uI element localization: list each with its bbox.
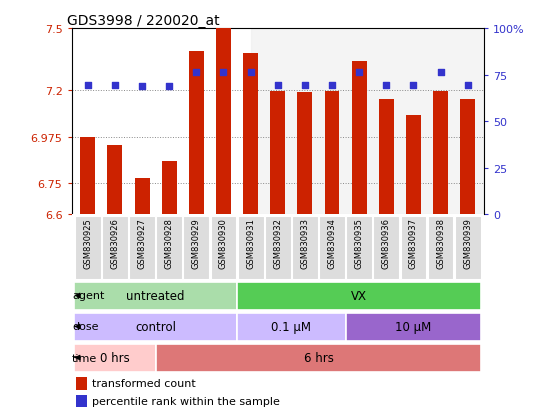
Text: time: time [72,353,97,363]
Bar [400,216,426,280]
Bar [135,179,150,215]
Bar [74,344,156,372]
Point [165,83,174,90]
Text: GSM830932: GSM830932 [273,217,282,268]
Bar [373,216,399,280]
Text: untreated: untreated [126,289,185,302]
Bar [455,216,481,280]
Point [192,70,201,76]
Text: GSM830936: GSM830936 [382,217,391,268]
Bar [298,93,312,215]
Bar [76,377,87,389]
Bar [324,92,339,215]
Point [273,83,282,89]
Text: agent: agent [72,291,104,301]
Point [84,83,92,89]
Point [463,83,472,89]
Bar [216,29,231,215]
Bar [345,313,481,341]
Text: GSM830929: GSM830929 [192,217,201,268]
Bar [319,216,345,280]
Point [246,70,255,76]
Bar [237,313,345,341]
Bar [189,52,204,215]
Text: GSM830930: GSM830930 [219,217,228,268]
Bar [237,282,481,310]
Text: 0.1 μM: 0.1 μM [271,320,311,333]
Text: GSM830926: GSM830926 [111,217,119,268]
Point [382,83,390,89]
Text: 10 μM: 10 μM [395,320,432,333]
Bar [211,216,236,280]
Text: GDS3998 / 220020_at: GDS3998 / 220020_at [67,14,220,28]
Point [138,83,146,90]
Text: GSM830927: GSM830927 [138,217,146,268]
Bar [129,216,155,280]
Point [111,83,119,89]
Bar [428,216,453,280]
Text: VX: VX [351,289,367,302]
Bar [75,216,101,280]
Bar [156,344,481,372]
Bar [162,162,177,215]
Text: transformed count: transformed count [92,378,196,388]
Text: GSM830931: GSM830931 [246,217,255,268]
Text: GSM830937: GSM830937 [409,217,418,268]
Bar [251,29,484,215]
Point [355,70,364,76]
Text: control: control [135,320,176,333]
Bar [238,216,263,280]
Bar [102,216,128,280]
Text: dose: dose [72,322,98,332]
Bar [270,92,285,215]
Text: GSM830934: GSM830934 [328,217,337,268]
Text: GSM830938: GSM830938 [436,217,445,268]
Text: 0 hrs: 0 hrs [100,351,130,364]
Bar [433,92,448,215]
Point [300,83,309,89]
Bar [406,116,421,215]
Bar [243,54,258,215]
Bar [379,100,394,215]
Bar [292,216,318,280]
Bar [74,313,237,341]
Bar [107,146,123,215]
Point [328,83,337,89]
Bar [76,395,87,407]
Text: 6 hrs: 6 hrs [304,351,333,364]
Bar [156,216,182,280]
Text: GSM830939: GSM830939 [463,217,472,268]
Text: GSM830933: GSM830933 [300,217,310,268]
Bar [265,216,290,280]
Text: GSM830928: GSM830928 [164,217,174,268]
Text: GSM830925: GSM830925 [83,217,92,268]
Bar [346,216,372,280]
Point [436,70,445,76]
Point [409,83,418,89]
Text: percentile rank within the sample: percentile rank within the sample [92,396,280,406]
Bar [74,282,237,310]
Bar [351,62,367,215]
Text: GSM830935: GSM830935 [355,217,364,268]
Bar [184,216,209,280]
Bar [460,100,475,215]
Bar [80,138,95,215]
Point [219,70,228,76]
